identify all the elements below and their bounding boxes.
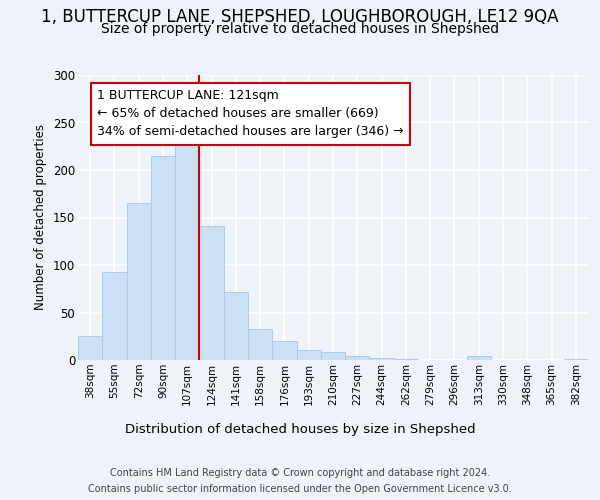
Y-axis label: Number of detached properties: Number of detached properties	[34, 124, 47, 310]
Bar	[102, 272, 127, 360]
Bar	[151, 156, 175, 360]
Text: 1 BUTTERCUP LANE: 121sqm
← 65% of detached houses are smaller (669)
34% of semi-: 1 BUTTERCUP LANE: 121sqm ← 65% of detach…	[97, 89, 404, 138]
Bar	[78, 336, 102, 360]
Bar	[248, 328, 272, 360]
Bar	[199, 226, 224, 360]
Bar	[224, 292, 248, 360]
Bar	[564, 359, 588, 360]
Text: 1, BUTTERCUP LANE, SHEPSHED, LOUGHBOROUGH, LE12 9QA: 1, BUTTERCUP LANE, SHEPSHED, LOUGHBOROUG…	[41, 8, 559, 26]
Text: Contains public sector information licensed under the Open Government Licence v3: Contains public sector information licen…	[88, 484, 512, 494]
Bar	[345, 356, 370, 360]
Bar	[321, 352, 345, 360]
Bar	[272, 341, 296, 360]
Bar	[127, 203, 151, 360]
Bar	[467, 356, 491, 360]
Text: Size of property relative to detached houses in Shepshed: Size of property relative to detached ho…	[101, 22, 499, 36]
Bar	[296, 350, 321, 360]
Text: Distribution of detached houses by size in Shepshed: Distribution of detached houses by size …	[125, 422, 475, 436]
Bar	[370, 358, 394, 360]
Bar	[394, 359, 418, 360]
Text: Contains HM Land Registry data © Crown copyright and database right 2024.: Contains HM Land Registry data © Crown c…	[110, 468, 490, 477]
Bar	[175, 138, 199, 360]
